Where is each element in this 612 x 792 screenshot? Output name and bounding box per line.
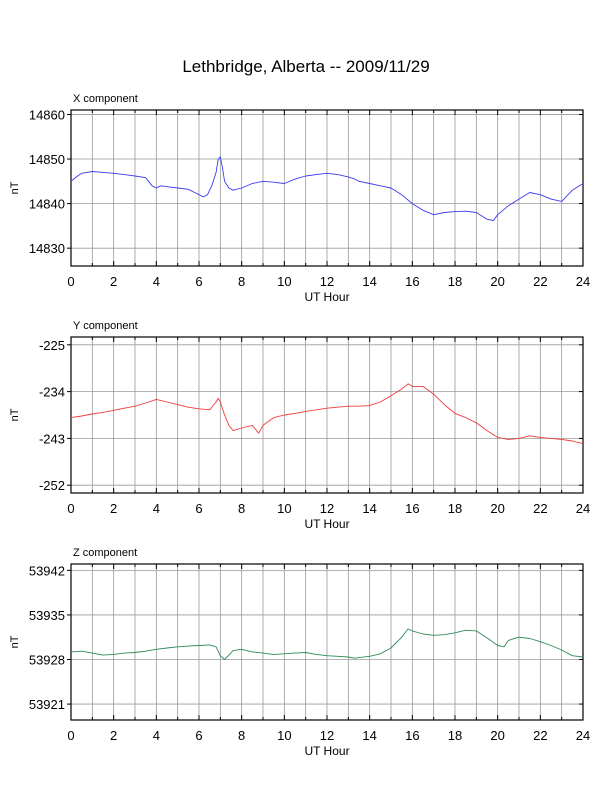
- x-tick-label: 24: [576, 728, 590, 743]
- x-axis-label: UT Hour: [304, 290, 349, 304]
- x-tick-label: 14: [362, 728, 376, 743]
- x-tick-label: 20: [490, 274, 504, 289]
- x-tick-label: 6: [195, 274, 202, 289]
- x-tick-label: 24: [576, 274, 590, 289]
- x-tick-label: 24: [576, 501, 590, 516]
- x-tick-label: 6: [195, 728, 202, 743]
- x-tick-label: 6: [195, 501, 202, 516]
- x-tick-label: 20: [490, 728, 504, 743]
- y-axis-label: nT: [9, 181, 21, 194]
- series-line: [70, 383, 584, 445]
- x-tick-label: 10: [277, 501, 291, 516]
- x-tick-label: 0: [67, 274, 74, 289]
- y-tick-label: -252: [39, 478, 65, 493]
- x-tick-label: 16: [405, 728, 419, 743]
- y-tick-label: 53942: [29, 563, 65, 578]
- y-tick-label: 14860: [29, 107, 65, 122]
- x-tick-label: 14: [362, 501, 376, 516]
- x-tick-label: 4: [153, 501, 160, 516]
- y-tick-label: 53921: [29, 697, 65, 712]
- y-axis-label: nT: [9, 635, 21, 648]
- x-axis-label: UT Hour: [304, 517, 349, 531]
- x-tick-label: 8: [238, 728, 245, 743]
- x-tick-label: 4: [153, 274, 160, 289]
- x-tick-label: 2: [110, 728, 117, 743]
- x-tick-label: 22: [533, 274, 547, 289]
- x-tick-label: 2: [110, 501, 117, 516]
- x-tick-label: 22: [533, 501, 547, 516]
- x-tick-label: 16: [405, 274, 419, 289]
- chart-panel-3: 0 2 4 6 8 10 12 14 16 18 20 22 245392153928539355394…: [9, 547, 590, 758]
- y-tick-label: 14840: [29, 197, 65, 212]
- x-tick-label: 0: [67, 501, 74, 516]
- y-tick-label: -234: [39, 385, 65, 400]
- panel-label: Z component: [73, 547, 137, 559]
- x-tick-label: 12: [320, 501, 334, 516]
- x-tick-label: 16: [405, 501, 419, 516]
- y-tick-label: -243: [39, 431, 65, 446]
- y-tick-label: 14830: [29, 241, 65, 256]
- y-tick-label: 53928: [29, 653, 65, 668]
- x-tick-label: 8: [238, 274, 245, 289]
- x-tick-label: 8: [238, 501, 245, 516]
- series-line: [70, 156, 584, 221]
- x-tick-label: 22: [533, 728, 547, 743]
- y-tick-label: -225: [39, 338, 65, 353]
- x-tick-label: 20: [490, 501, 504, 516]
- y-tick-label: 53935: [29, 608, 65, 623]
- chart-panel-1: 0 2 4 6 8 10 12 14 16 18 20 22 241483014840148501486…: [9, 93, 590, 304]
- x-tick-label: 18: [448, 501, 462, 516]
- y-tick-label: 14850: [29, 152, 65, 167]
- series-line: [70, 628, 584, 660]
- x-tick-label: 12: [320, 274, 334, 289]
- figure-title: Lethbridge, Alberta -- 2009/11/29: [182, 57, 430, 76]
- panel-label: Y component: [73, 320, 138, 332]
- x-tick-label: 2: [110, 274, 117, 289]
- x-tick-label: 10: [277, 728, 291, 743]
- panel-label: X component: [73, 93, 138, 105]
- x-tick-label: 14: [362, 274, 376, 289]
- x-tick-label: 12: [320, 728, 334, 743]
- y-axis-label: nT: [9, 408, 21, 421]
- x-tick-label: 0: [67, 728, 74, 743]
- x-tick-label: 18: [448, 274, 462, 289]
- x-axis-label: UT Hour: [304, 744, 349, 758]
- x-tick-label: 4: [153, 728, 160, 743]
- x-tick-label: 18: [448, 728, 462, 743]
- x-tick-label: 10: [277, 274, 291, 289]
